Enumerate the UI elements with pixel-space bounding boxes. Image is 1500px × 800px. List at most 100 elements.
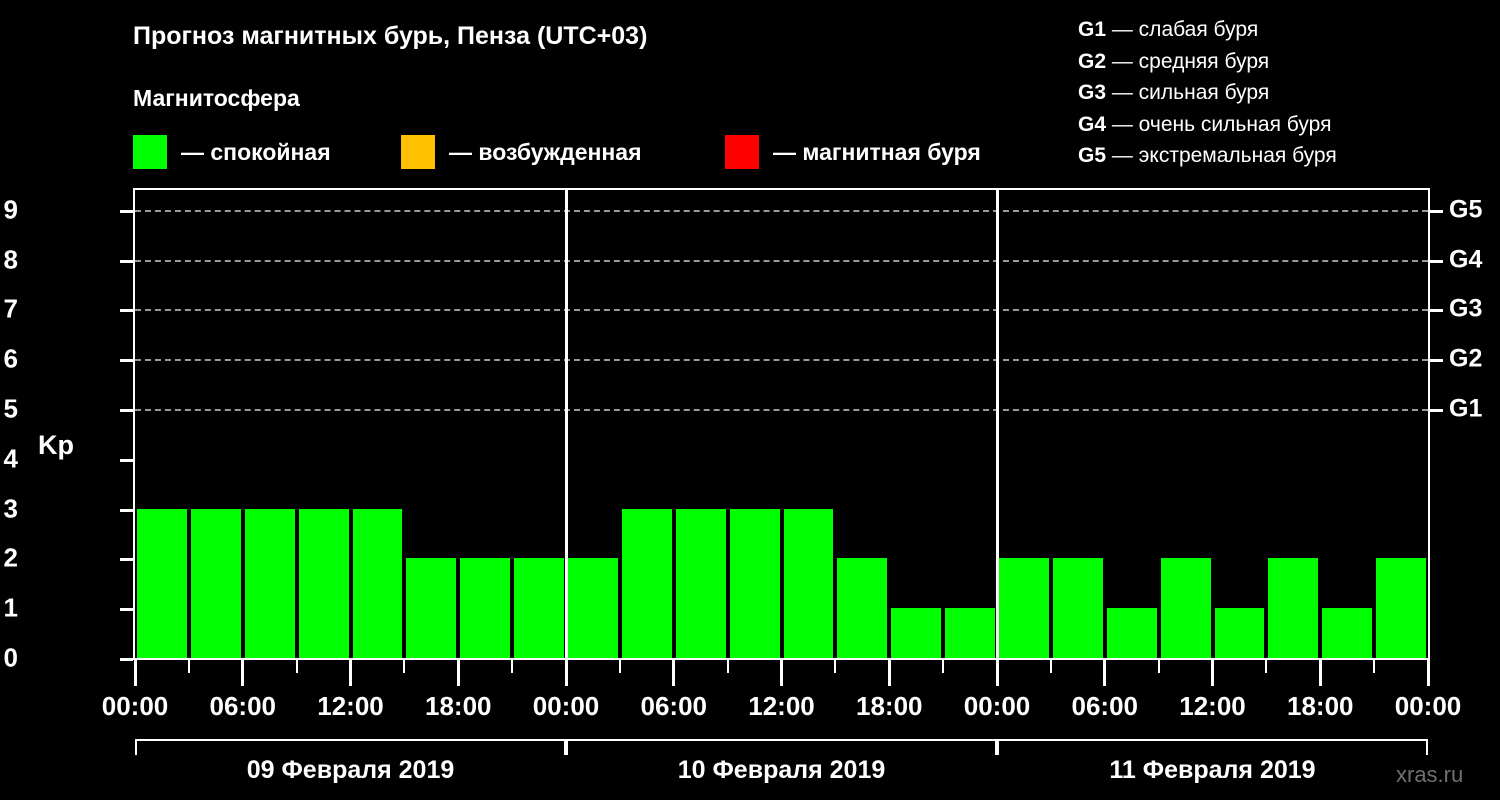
y-tick-mark-7: [120, 309, 133, 313]
x-tick-12: [780, 660, 783, 686]
gscale-code-g3: G3: [1078, 81, 1107, 104]
day-bracket-2: [566, 739, 997, 755]
y-tick-mark-4: [120, 458, 133, 462]
y-tick-label-0: 0: [3, 642, 18, 673]
x-tick-19: [1157, 660, 1160, 673]
legend-item-storm: — магнитная буря: [725, 133, 981, 171]
bar-9: [621, 508, 672, 658]
g-tick-mark-G4: [1430, 259, 1443, 263]
bar-18: [1106, 608, 1157, 658]
g-tick-mark-G3: [1430, 309, 1443, 313]
x-tick-label-1: 06:00: [209, 691, 277, 721]
g-tick-label-G2: G2: [1449, 344, 1483, 373]
x-tick-9: [618, 660, 621, 673]
bar-4: [352, 508, 403, 658]
x-tick-16: [995, 660, 999, 686]
gscale-line-g2: G2 — средняя буря: [1078, 46, 1337, 78]
bar-7: [514, 558, 564, 658]
g-tick-label-G1: G1: [1449, 394, 1483, 423]
gscale-code-g1: G1: [1078, 18, 1107, 41]
x-tick-label-11: 18:00: [1287, 691, 1354, 721]
legend-swatch-calm-icon: [133, 135, 167, 169]
bar-23: [1376, 558, 1426, 658]
gridline-kp-9: [135, 209, 1428, 212]
x-tick-14: [887, 660, 891, 686]
g-tick-label-G3: G3: [1449, 294, 1483, 323]
x-tick-17: [1049, 660, 1052, 673]
bar-10: [675, 508, 726, 658]
page-title: Прогноз магнитных бурь, Пенза (UTC+03): [133, 22, 648, 50]
x-tick-label-3: 18:00: [425, 691, 492, 721]
y-tick-label-5: 5: [3, 393, 18, 424]
x-tick-label-8: 00:00: [963, 691, 1031, 721]
day-separator-1: [564, 190, 568, 658]
x-tick-13: [834, 660, 837, 673]
day-label-3: 11 Февраля 2019: [1109, 756, 1316, 784]
x-tick-24: [1426, 660, 1430, 686]
g-tick-label-G4: G4: [1449, 245, 1483, 274]
gridline-kp-6: [135, 359, 1428, 362]
bar-11: [729, 508, 780, 658]
gscale-text-g4: — очень сильная буря: [1106, 112, 1332, 136]
x-tick-1: [187, 660, 190, 673]
y-tick-label-4: 4: [3, 443, 18, 474]
y-tick-label-6: 6: [3, 343, 18, 374]
y-tick-mark-2: [120, 558, 133, 562]
g-tick-mark-G1: [1430, 409, 1443, 413]
y-tick-mark-8: [120, 259, 133, 263]
y-tick-label-1: 1: [3, 592, 18, 623]
g-tick-mark-G5: [1430, 209, 1443, 213]
x-tick-7: [511, 660, 514, 673]
gscale-line-g1: G1 — слабая буря: [1078, 14, 1337, 46]
y-tick-label-9: 9: [3, 194, 18, 225]
x-tick-10: [672, 660, 676, 686]
x-tick-0: [133, 660, 137, 686]
x-tick-label-5: 06:00: [640, 691, 708, 721]
x-tick-label-0: 00:00: [101, 691, 169, 721]
gridline-kp-7: [135, 309, 1428, 312]
y-tick-mark-1: [120, 608, 133, 612]
bar-6: [460, 558, 511, 658]
g-tick-mark-G2: [1430, 359, 1443, 363]
bar-5: [406, 558, 457, 658]
bar-1: [190, 508, 241, 658]
bar-12: [783, 508, 834, 658]
bar-20: [1214, 608, 1265, 658]
y-tick-mark-6: [120, 359, 133, 363]
bar-22: [1322, 608, 1373, 658]
plot-area: [133, 188, 1430, 660]
gscale-legend: G1 — слабая буря G2 — средняя буря G3 — …: [1078, 14, 1337, 172]
magnetosphere-label: Магнитосфера: [133, 85, 300, 111]
bar-3: [298, 508, 349, 658]
x-tick-label-10: 12:00: [1179, 691, 1246, 721]
x-tick-6: [456, 660, 460, 686]
bar-2: [244, 508, 295, 658]
x-tick-label-4: 00:00: [532, 691, 600, 721]
x-tick-label-6: 12:00: [748, 691, 815, 721]
bar-8: [568, 558, 618, 658]
legend-item-calm: — спокойная: [133, 133, 331, 171]
gscale-text-g3: — сильная буря: [1106, 81, 1270, 104]
x-tick-15: [942, 660, 945, 673]
gscale-text-g1: — слабая буря: [1106, 18, 1259, 41]
gridline-kp-5: [135, 409, 1428, 412]
bar-17: [1052, 558, 1103, 658]
y-tick-mark-0: [120, 658, 133, 661]
x-tick-5: [403, 660, 406, 673]
gscale-code-g5: G5: [1078, 144, 1107, 167]
legend-label-storm: — магнитная буря: [773, 138, 981, 165]
y-tick-label-2: 2: [3, 542, 18, 573]
x-tick-label-7: 18:00: [856, 691, 923, 721]
x-tick-11: [726, 660, 729, 673]
gscale-code-g4: G4: [1078, 112, 1107, 136]
y-tick-label-8: 8: [3, 244, 18, 275]
gridline-kp-8: [135, 259, 1428, 262]
bar-0: [137, 508, 187, 658]
x-tick-3: [295, 660, 298, 673]
x-tick-2: [241, 660, 245, 686]
legend-swatch-storm-icon: [725, 135, 759, 169]
gscale-line-g3: G3 — сильная буря: [1078, 77, 1337, 109]
x-tick-18: [1103, 660, 1107, 686]
bar-16: [999, 558, 1049, 658]
